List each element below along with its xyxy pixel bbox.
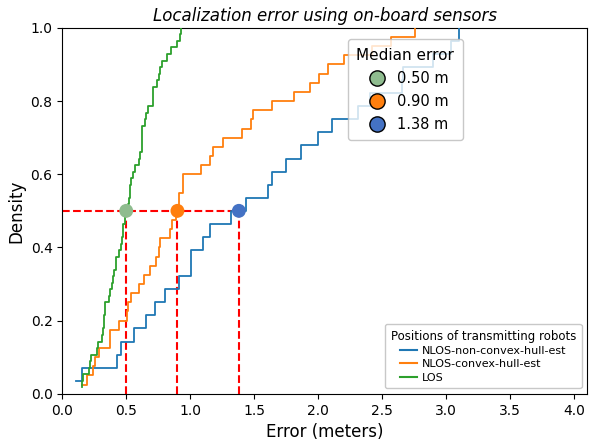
Y-axis label: Density: Density [7, 179, 25, 242]
Title: Localization error using on-board sensors: Localization error using on-board sensor… [153, 7, 497, 25]
X-axis label: Error (meters): Error (meters) [266, 423, 383, 441]
Point [122, 207, 131, 215]
Point [234, 207, 244, 215]
Point [173, 207, 182, 215]
Legend: NLOS-non-convex-hull-est, NLOS-convex-hull-est, LOS: NLOS-non-convex-hull-est, NLOS-convex-hu… [385, 324, 582, 388]
